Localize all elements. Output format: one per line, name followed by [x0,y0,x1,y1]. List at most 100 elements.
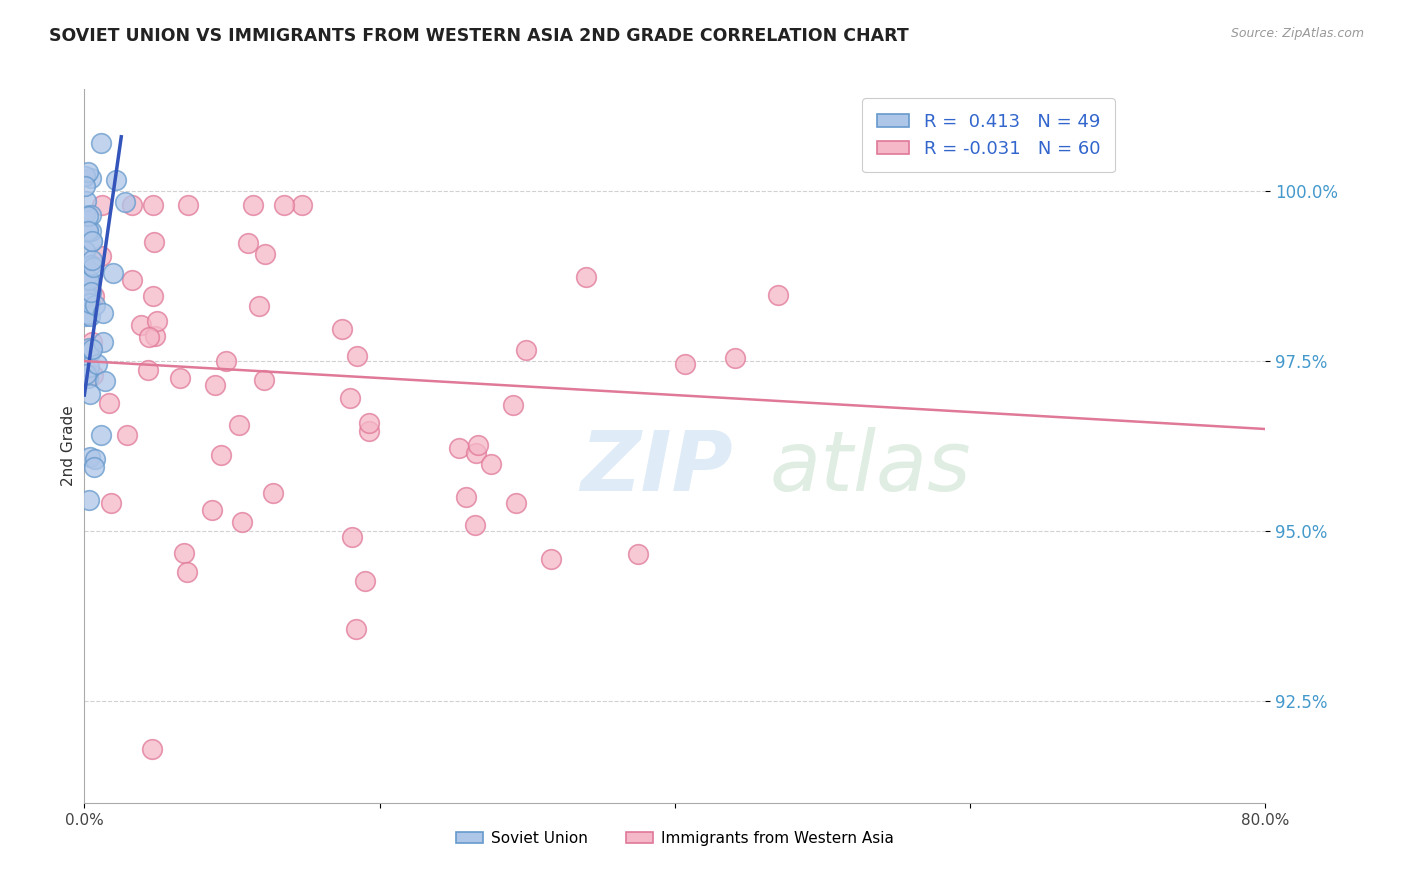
Point [77,209,100,223]
Point [76,224,98,238]
Y-axis label: 2nd Grade: 2nd Grade [60,406,76,486]
Point [77,221,100,235]
Point [142,198,165,212]
Text: Source: ZipAtlas.com: Source: ZipAtlas.com [1230,27,1364,40]
Point [575,270,598,285]
Point [82,253,104,268]
Point [91,198,114,212]
Point [201,502,224,516]
Point [73,169,96,184]
Point [464,518,486,533]
Point [447,441,470,455]
Point [80,224,103,238]
Point [77,273,100,287]
Point [79,450,101,464]
Point [79,341,101,355]
Point [82,260,104,274]
Point [138,363,160,377]
Point [143,235,166,249]
Point [138,330,160,344]
Point [77,307,100,321]
Point [75,194,97,209]
Point [673,358,696,372]
Point [479,457,502,471]
Point [86,358,108,372]
Point [75,270,97,285]
Point [73,309,96,323]
Point [93,375,115,389]
Point [84,297,107,311]
Point [75,179,97,194]
Point [76,371,98,385]
Point [169,371,191,385]
Point [228,417,250,432]
Point [91,334,114,349]
Point [143,329,166,343]
Point [79,387,101,401]
Legend: Soviet Union, Immigrants from Western Asia: Soviet Union, Immigrants from Western As… [450,825,900,852]
Point [540,552,562,566]
Point [253,247,276,261]
Point [82,234,104,248]
Point [121,198,143,212]
Point [467,438,489,452]
Point [100,496,122,510]
Point [173,546,195,560]
Point [80,259,103,273]
Point [77,307,100,321]
Point [766,287,789,301]
Point [502,398,524,412]
Point [209,448,232,462]
Point [354,574,377,588]
Point [79,296,101,310]
Point [83,289,105,303]
Text: SOVIET UNION VS IMMIGRANTS FROM WESTERN ASIA 2ND GRADE CORRELATION CHART: SOVIET UNION VS IMMIGRANTS FROM WESTERN … [49,27,908,45]
Point [79,360,101,375]
Point [242,198,264,212]
Point [291,198,314,212]
Point [262,486,284,500]
Point [340,530,363,544]
Point [359,416,381,430]
Point [98,396,121,410]
Point [215,354,238,368]
Point [114,194,136,209]
Point [80,171,103,186]
Point [129,318,152,332]
Point [90,249,112,263]
Point [627,547,650,561]
Point [77,493,100,508]
Point [515,343,537,357]
Point [79,345,101,359]
Point [91,306,114,320]
Point [231,516,253,530]
Point [105,173,128,187]
Point [177,198,200,212]
Point [73,244,96,259]
Point [76,287,98,301]
Point [90,136,112,150]
Point [80,285,103,299]
Point [75,367,97,381]
Point [103,265,125,279]
Point [115,427,138,442]
Point [247,300,270,314]
Point [80,334,103,349]
Point [339,391,361,405]
Point [176,565,198,579]
Point [344,623,367,637]
Point [80,208,103,222]
Point [724,351,747,365]
Point [73,208,96,222]
Point [82,343,104,357]
Point [505,496,527,510]
Point [141,742,163,756]
Point [90,427,112,442]
Text: atlas: atlas [769,427,972,508]
Point [204,377,226,392]
Point [79,309,101,323]
Point [121,273,143,287]
Point [330,322,353,336]
Point [83,460,105,475]
Point [76,272,98,286]
